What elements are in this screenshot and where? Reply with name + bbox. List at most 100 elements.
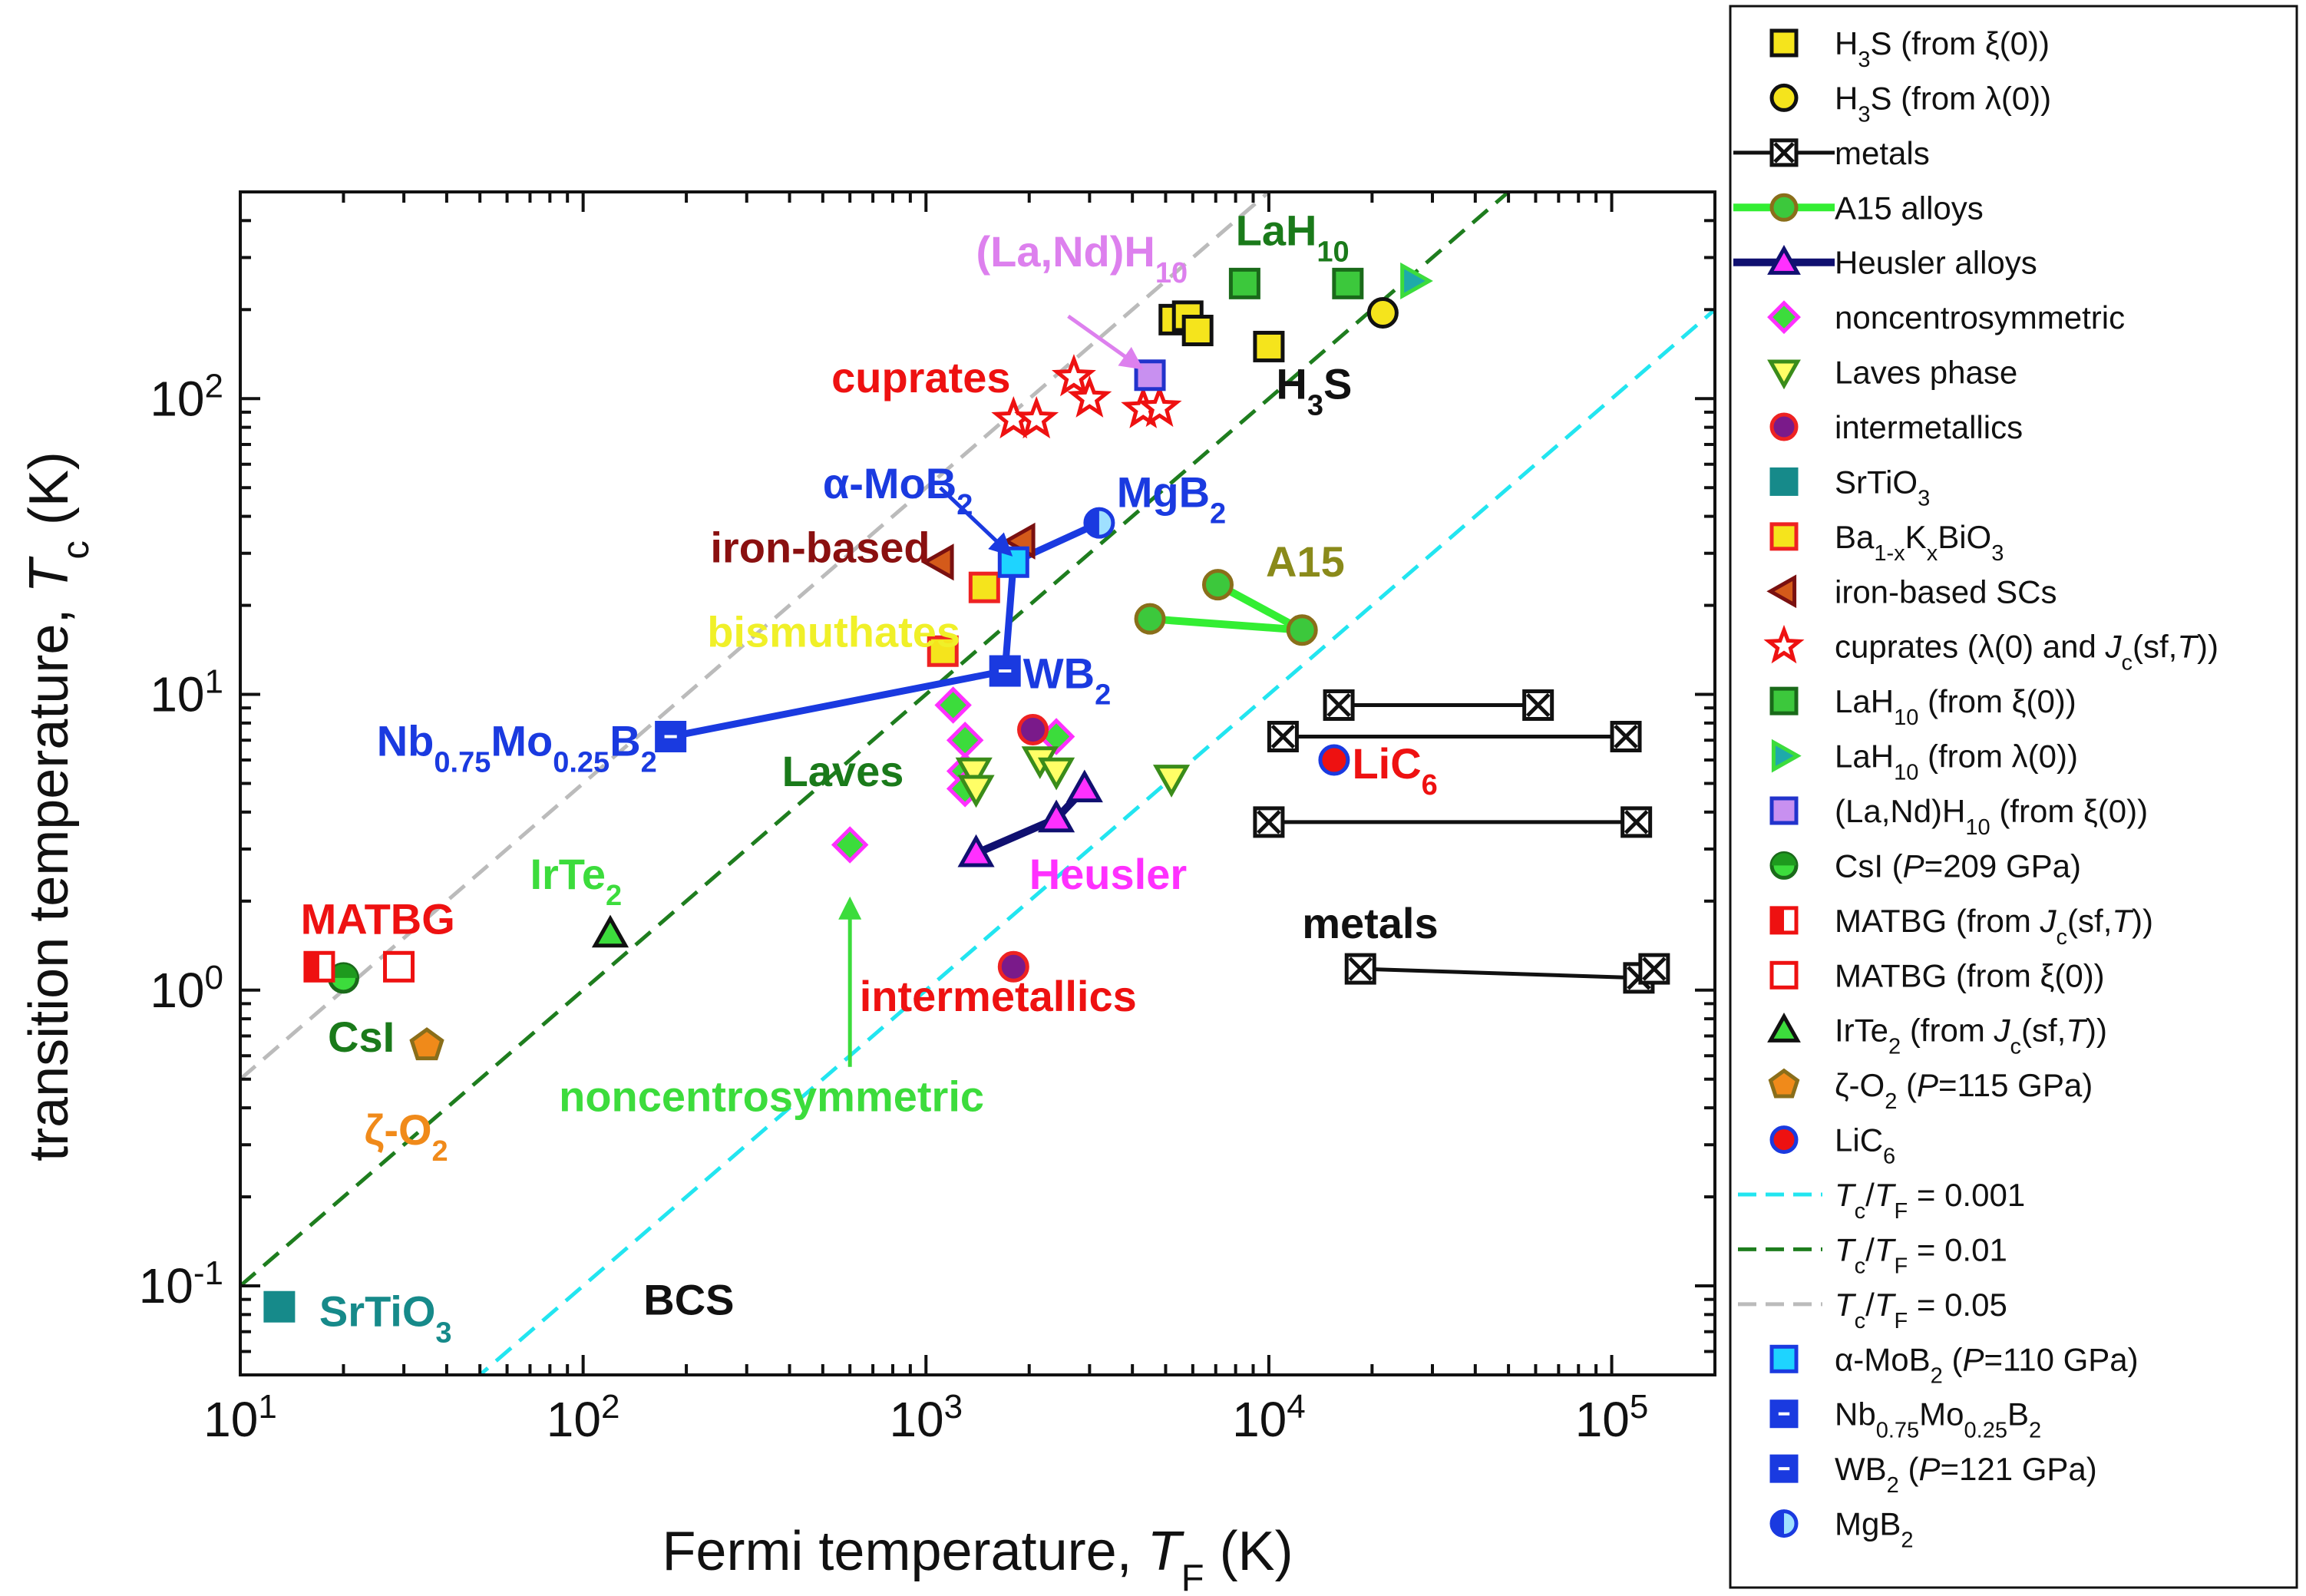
point-intermet-1 [997,950,1029,983]
point-cuprates-5 [1137,384,1182,428]
point-wb2-0-box [989,655,1021,687]
point-heusler-0-0 [957,834,995,867]
point-intermet-0 [1017,713,1049,745]
annotation-lah10: LaH10 [1236,207,1350,269]
legend-item: (La,Nd)H10 (from ξ(0)) [1769,793,2148,840]
legend-item: LaH10 (from λ(0)) [1771,739,2078,785]
x-tick-label: 104 [1232,1388,1306,1448]
series-matbg_xi [383,950,415,983]
point-a15-0-2 [1201,569,1234,601]
legend-marker-matbg_xi [1769,960,1799,990]
annotation-irte2: IrTe2 [530,850,622,912]
legend-item: H3S (from λ(0)) [1769,80,2051,127]
point-metals-2-0 [1253,806,1285,838]
point-bkbo-1 [968,571,1000,603]
legend-marker-lanh10 [1769,796,1799,825]
legend-label-cuprates: cuprates (λ(0) and Jc(sf,T)) [1835,629,2218,676]
series-metals [1253,689,1670,994]
point-zo2-0 [409,1027,444,1061]
annotation-h3s: H3S [1276,359,1352,421]
legend-label-wb2: WB2 (P=121 GPa) [1835,1451,2097,1498]
point-h3s_xi-3 [1253,330,1285,362]
legend-label-lah10_lambda: LaH10 (from λ(0)) [1835,739,2078,785]
point-wb2-0 [989,655,1021,687]
series-amob2 [997,546,1029,578]
series-nbmob2 [655,720,687,752]
point-metals-0-0 [1323,689,1355,721]
annotations: LaH10 (La,Nd)H10 cuprates H3S α-MoB2 MgB2 iron… [301,207,1439,1350]
legend-marker-a15 [1769,193,1799,222]
legend-label-lanh10: (La,Nd)H10 (from ξ(0)) [1835,793,2148,840]
series-a15 [1134,569,1318,646]
legend-label-csi: CsI (P=209 GPa) [1835,848,2081,884]
legend-label-ref: Tc/TF = 0.001 [1835,1177,2025,1224]
legend-item: WB2 (P=121 GPa) [1769,1451,2097,1498]
annotation-bismuthates: bismuthates [707,607,960,656]
point-lah10_xi-0 [1228,267,1260,299]
point-lah10_lambda-0 [1400,262,1433,300]
legend-label-srtio3: SrTiO3 [1835,464,1930,511]
point-bkbo-0 [927,635,959,667]
legend-item: ζ-O2 (P=115 GPa) [1768,1067,2093,1114]
legend-marker-irte2 [1767,1013,1801,1043]
point-srtio3-0 [263,1290,296,1323]
connector-lines [669,520,1101,740]
legend-item: α-MoB2 (P=110 GPa) [1769,1341,2139,1388]
legend-marker-bkbo [1769,522,1799,551]
annotation-o2: ζ-O2 [365,1105,448,1168]
annotation-metals: metals [1302,899,1438,947]
legend-marker-lah10_xi [1769,686,1799,715]
legend-item: LiC6 [1769,1122,1895,1169]
point-metals-3-0 [1344,953,1376,985]
series-lic6 [1318,744,1350,776]
point-metals-0-0-cross [1326,692,1351,718]
legend-item: IrTe2 (from Jc(sf,T)) [1767,1013,2107,1059]
legend-label-amob2: α-MoB2 (P=110 GPa) [1835,1341,2139,1388]
legend-label-bkbo: Ba1-xKxBiO3 [1835,519,2004,566]
legend-label-zo2: ζ-O2 (P=115 GPa) [1835,1067,2093,1114]
legend-item: A15 alloys [1733,190,1984,226]
legend-item: MgB2 [1769,1506,1914,1553]
series-laves [955,746,1191,808]
x-tick-label: 105 [1575,1388,1649,1448]
legend-marker-h3s_xi [1769,28,1799,58]
ref-line-0-001 [477,308,1715,1375]
annotation-iron-based: iron-based [710,523,930,571]
legend-marker-amob2 [1769,1344,1799,1373]
legend-marker-mgb2 [1769,1509,1799,1538]
legend-item: LaH10 (from ξ(0)) [1769,683,2076,730]
series-matbg_jc [303,950,335,983]
ref-line-0-05 [240,192,1272,1081]
series-h3s_lambda [1366,297,1399,329]
point-laves-1 [957,775,995,808]
point-mgb2-0 [1083,507,1115,539]
annotation-intermetallics: intermetallics [860,972,1137,1020]
x-tick-label: 101 [203,1388,277,1448]
x-tick-label: 103 [889,1388,963,1448]
legend-item: cuprates (λ(0) and Jc(sf,T)) [1763,624,2218,676]
annotation-matbg: MATBG [301,894,455,943]
legend-item: Laves phase [1767,355,2017,391]
point-metals-3-2 [1638,953,1670,985]
annotation-arrow-0 [1067,314,1144,370]
point-h3s_xi-2 [1181,314,1214,346]
legend-marker-iron [1766,574,1797,609]
legend-marker-lah10_lambda [1771,739,1802,773]
annotation-noncentrosymmetric: noncentrosymmetric [559,1072,984,1120]
annotation-wb2: WB2 [1023,649,1111,711]
series-lah10_lambda [1400,262,1433,300]
legend-label-matbg_jc: MATBG (from Jc(sf,T)) [1835,903,2153,950]
point-metals-0-1 [1522,689,1554,721]
point-metals-1-1-cross [1614,724,1638,749]
legend-marker-laves [1767,359,1801,390]
annotation-a15: A15 [1266,537,1345,586]
annotation-la-nd-h10: (La,Nd)H10 [976,227,1188,289]
x-tick-label: 102 [547,1388,620,1448]
legend-item: MATBG (from ξ(0)) [1769,957,2105,993]
legend-item: Ba1-xKxBiO3 [1769,519,2004,566]
point-metals-1-0 [1267,720,1299,752]
annotation-cuprates: cuprates [831,353,1010,401]
axes: 101 102 103 104 105 10-1 100 101 102 Fermi temper… [18,190,1716,1596]
legend-marker-wb2 [1769,1454,1799,1483]
annotation-mgb2: MgB2 [1117,468,1226,530]
